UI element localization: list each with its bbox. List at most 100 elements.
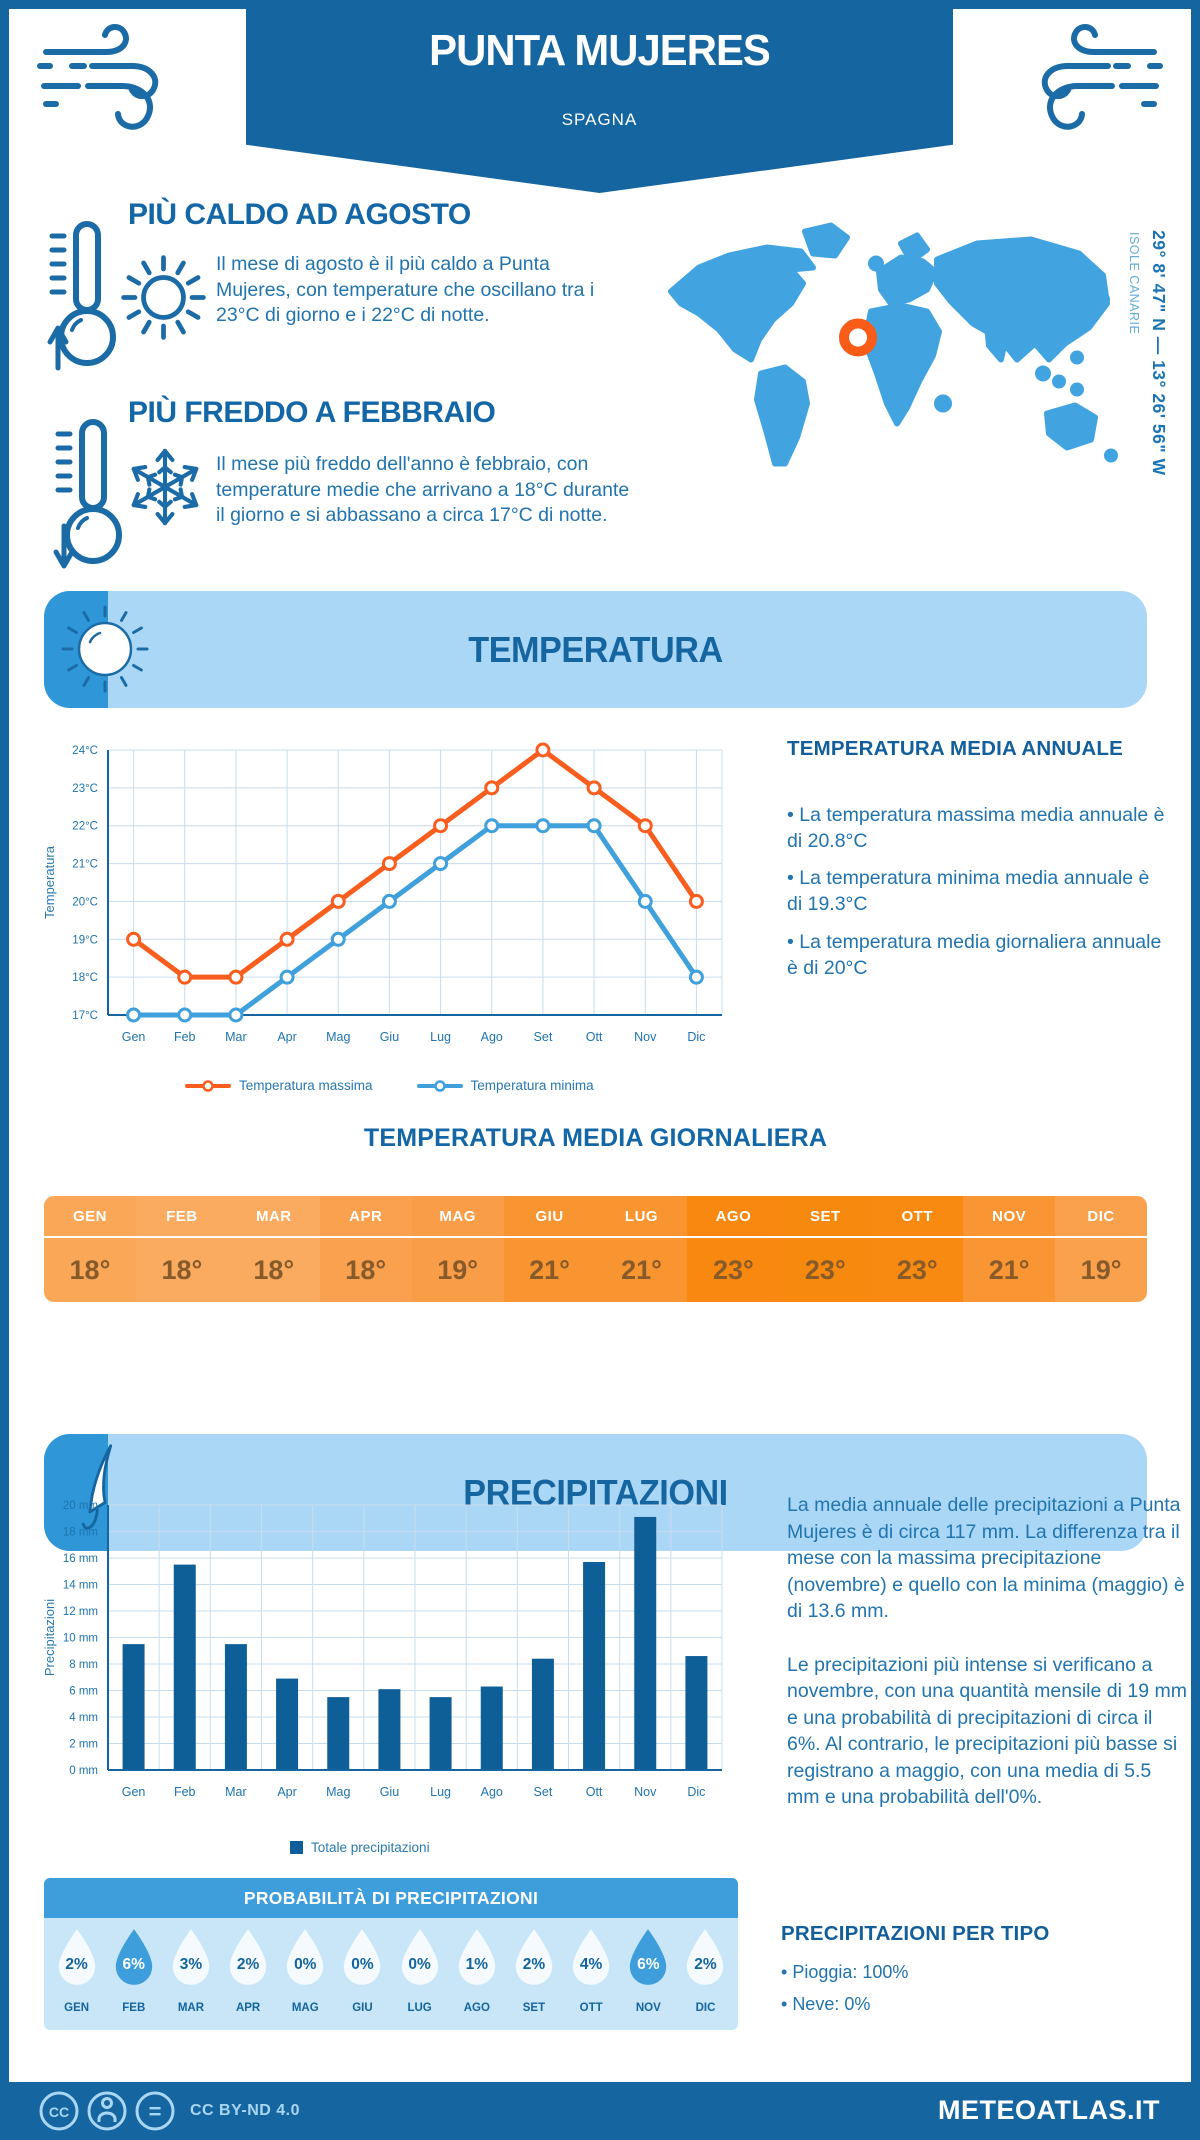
precipitation-by-type-block: PRECIPITAZIONI PER TIPO Pioggia: 100%Nev… [781, 1922, 1161, 2021]
data-point [433, 818, 449, 834]
data-point [279, 931, 295, 947]
bar [224, 1644, 247, 1770]
bar [378, 1689, 401, 1770]
probability-value: 2% [522, 1956, 546, 1973]
svg-text:20 mm: 20 mm [63, 1500, 98, 1512]
table-month-header: DIC [1055, 1196, 1147, 1238]
precipitation-probability-panel: PROBABILITÀ DI PRECIPITAZIONI 2% GEN 6% FEB… [44, 1878, 738, 2030]
annual-temperature-list: La temperatura massima media annuale è d… [787, 803, 1169, 981]
probability-droplet-mar: 3% MAR [162, 1918, 219, 2030]
svg-text:16 mm: 16 mm [63, 1553, 98, 1565]
probability-droplet-gen: 2% GEN [48, 1918, 105, 2030]
svg-text:Ago: Ago [481, 1030, 503, 1044]
probability-month: MAR [177, 2002, 205, 2014]
legend-label: Temperatura minima [470, 1078, 594, 1093]
data-point [279, 969, 295, 985]
svg-text:20°C: 20°C [72, 896, 98, 908]
svg-text:18°C: 18°C [72, 972, 98, 984]
umbrella-icon [81, 1444, 113, 1530]
annual-bullet: La temperatura media giornaliera annuale… [787, 930, 1169, 981]
table-column-ott: OTT 23° [871, 1196, 964, 1302]
svg-text:18 mm: 18 mm [63, 1527, 98, 1539]
svg-text:17°C: 17°C [72, 1010, 98, 1022]
footer: CC = CC BY-ND 4.0 METEOATLAS.IT [0, 2082, 1200, 2140]
table-temperature-value: 18° [161, 1254, 203, 1285]
annual-temperature-block: TEMPERATURA MEDIA ANNUALE La temperatura… [787, 737, 1169, 993]
data-point [535, 818, 551, 834]
droplet-icon [630, 1929, 667, 1985]
probability-title: PROBABILITÀ DI PRECIPITAZIONI [44, 1878, 738, 1918]
bar [531, 1658, 554, 1770]
table-temperature-value: 19° [1080, 1254, 1122, 1285]
by-type-item: Pioggia: 100% [781, 1956, 1161, 1988]
table-month-header: GEN [44, 1196, 136, 1238]
droplet-icon [515, 1929, 553, 1985]
table-month-header: APR [319, 1196, 412, 1238]
by-type-title: PRECIPITAZIONI PER TIPO [781, 1922, 1050, 1945]
svg-text:Ott: Ott [586, 1785, 603, 1799]
page-title: PUNTA MUJERES [429, 26, 771, 75]
probability-value: 2% [694, 1956, 717, 1973]
cold-section-title: PIÙ FREDDO A FEBBRAIO [128, 396, 496, 429]
svg-text:Lug: Lug [430, 1030, 451, 1044]
table-temperature-value: 23° [712, 1254, 754, 1285]
svg-text:Apr: Apr [277, 1030, 296, 1044]
probability-droplets: 2% GEN 6% FEB 3% MAR 2% APR 0% MAG 0% GIU 0% LUG 1% AGO… [44, 1918, 738, 2030]
table-column-nov: NOV 21° [963, 1196, 1056, 1302]
probability-month: SET [522, 2002, 546, 2014]
droplet-icon [115, 1929, 152, 1985]
droplet-icon [401, 1929, 438, 1985]
data-point [330, 893, 346, 909]
data-point [484, 818, 500, 834]
svg-text:Lug: Lug [430, 1785, 451, 1799]
svg-text:=: = [149, 2099, 162, 2124]
cold-section-text: Il mese più freddo dell'anno è febbraio,… [216, 453, 630, 527]
svg-text:Feb: Feb [174, 1785, 196, 1799]
table-column-ago: AGO 23° [687, 1196, 780, 1302]
data-point [330, 931, 346, 947]
probability-droplet-ago: 1% AGO [448, 1918, 505, 2030]
thermometer-up-icon [47, 221, 116, 371]
table-month-header: SET [779, 1196, 872, 1238]
droplet-icon [572, 1929, 610, 1985]
bar [122, 1644, 145, 1770]
svg-text:8 mm: 8 mm [69, 1659, 98, 1671]
svg-text:Ago: Ago [481, 1785, 503, 1799]
legend-item: Totale precipitazioni [290, 1840, 430, 1855]
legend-swatch [185, 1079, 231, 1092]
table-month-header: LUG [595, 1196, 688, 1238]
probability-value: 4% [579, 1956, 603, 1973]
legend-swatch [416, 1079, 463, 1092]
table-column-feb: FEB 18° [135, 1196, 228, 1302]
table-temperature-value: 21° [988, 1254, 1030, 1285]
svg-text:Set: Set [534, 1785, 553, 1799]
probability-month: DIC [695, 2002, 716, 2014]
svg-text:CC: CC [49, 2104, 69, 2120]
data-point [126, 1007, 142, 1023]
location-marker [839, 318, 877, 357]
data-point [586, 818, 602, 834]
data-point [177, 1007, 193, 1023]
bar [429, 1697, 452, 1770]
probability-month: GEN [64, 2002, 90, 2014]
header-banner: PUNTA MUJERES SPAGNA [246, 0, 953, 193]
svg-text:24°C: 24°C [72, 745, 98, 757]
data-point [535, 742, 551, 758]
probability-value: 1% [465, 1956, 488, 1973]
data-point [228, 969, 244, 985]
precipitation-summary: La media annuale delle precipitazioni a … [787, 1492, 1187, 1838]
table-column-dic: DIC 19° [1055, 1196, 1147, 1302]
svg-text:Precipitazioni: Precipitazioni [42, 1599, 57, 1676]
svg-text:Ott: Ott [586, 1030, 603, 1044]
data-point [433, 856, 449, 872]
svg-text:4 mm: 4 mm [69, 1712, 98, 1724]
temperature-section-banner: TEMPERATURA [44, 591, 1147, 708]
droplet-icon [229, 1929, 267, 1985]
probability-value: 0% [294, 1956, 317, 1973]
series-temperatura-massima [131, 747, 699, 980]
probability-value: 2% [65, 1956, 88, 1973]
table-temperature-value: 23° [804, 1254, 846, 1285]
world-map [668, 222, 1118, 467]
data-point [177, 969, 193, 985]
